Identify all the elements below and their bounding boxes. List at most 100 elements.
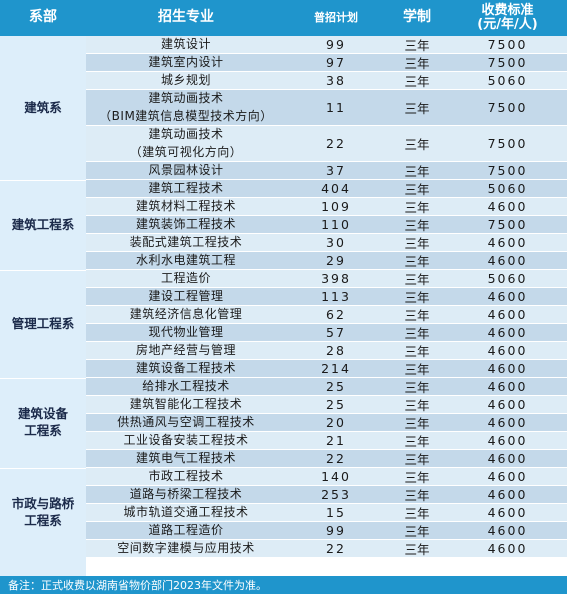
major-cell: 建筑电气工程技术 [86,450,286,467]
years-cell: 三年 [404,38,430,53]
major-cell: 装配式建筑工程技术 [86,234,286,251]
table-row: 建筑智能化工程技术 25 三年 4600 [86,396,567,414]
plan-cell: 109 [321,199,351,214]
fee-cell: 4600 [487,487,528,502]
plan-cell: 11 [326,100,346,115]
major-name-line: 建筑经济信息化管理 [129,306,243,321]
fee-cell: 5060 [487,271,528,286]
fee-cell: 5060 [487,181,528,196]
years-cell: 三年 [404,542,430,557]
years-cell: 三年 [404,290,430,305]
plan-cell: 62 [326,307,346,322]
fee-cell: 7500 [487,37,528,52]
major-cell: 工程造价 [86,270,286,287]
major-name-line: 建筑装饰工程技术 [135,216,236,231]
fee-cell: 4600 [487,307,528,322]
major-name-line: 建筑动画技术 [148,91,224,106]
years-cell: 三年 [404,488,430,503]
major-name-line: 供热通风与空调工程技术 [117,414,255,429]
major-name-line: 工业设备安装工程技术 [123,432,249,447]
plan-cell: 29 [326,253,346,268]
table-row: 建筑材料工程技术 109 三年 4600 [86,198,567,216]
department-name-line: 建筑工程系 [11,216,75,232]
major-name-line: 建筑设备工程技术 [135,360,236,375]
major-name-line: 建筑智能化工程技术 [129,396,243,411]
table-row: 建设工程管理 113 三年 4600 [86,288,567,306]
major-name-line: 建筑动画技术 [148,127,224,142]
department-divider [0,378,86,379]
plan-cell: 404 [321,181,351,196]
major-cell: 建筑设备工程技术 [86,360,286,377]
major-name-line: 空间数字建模与应用技术 [117,540,255,555]
department-name-line: 工程系 [24,513,62,528]
footer-note: 备注：正式收费以湖南省物价部门2023年文件为准。 [0,576,567,594]
major-name-line: 城市轨道交通工程技术 [123,504,249,519]
years-cell: 三年 [404,254,430,269]
department-name: 管理工程系 [0,270,86,378]
major-cell: 道路与桥梁工程技术 [86,486,286,503]
years-cell: 三年 [404,452,430,467]
department-name: 市政与路桥 工程系 [0,468,86,558]
major-name-line: 风景园林设计 [148,162,224,177]
major-name-line: （建筑可视化方向） [129,144,243,159]
table-row: 城市轨道交通工程技术 15 三年 4600 [86,504,567,522]
fee-cell: 4600 [487,523,528,538]
major-name-line: 工程造价 [160,270,211,285]
major-name-line: 城乡规划 [160,72,211,87]
department-column: 建筑系 建筑工程系 管理工程系 建筑设备 工程系 市政与路桥 工程系 [0,36,86,576]
years-cell: 三年 [404,434,430,449]
plan-cell: 28 [326,343,346,358]
header-fee-line2: (元/年/人) [477,17,538,32]
fee-cell: 4600 [487,451,528,466]
years-cell: 三年 [404,380,430,395]
table-row: 建筑室内设计 97 三年 7500 [86,54,567,72]
major-cell: 市政工程技术 [86,468,286,485]
major-name-line: 房地产经营与管理 [135,342,236,357]
table-row: 房地产经营与管理 28 三年 4600 [86,342,567,360]
department-divider [0,180,86,181]
table-row: 建筑经济信息化管理 62 三年 4600 [86,306,567,324]
years-cell: 三年 [404,470,430,485]
department-name-line: 建筑设备 [17,406,68,422]
plan-cell: 398 [321,271,351,286]
major-cell: 建设工程管理 [86,288,286,305]
fee-cell: 4600 [487,469,528,484]
department-name-line: 管理工程系 [11,315,75,331]
table-row: 风景园林设计 37 三年 7500 [86,162,567,180]
years-cell: 三年 [404,74,430,89]
major-cell: 建筑工程技术 [86,180,286,197]
department-name: 建筑设备 工程系 [0,378,86,468]
table-row: 城乡规划 38 三年 5060 [86,72,567,90]
plan-cell: 37 [326,163,346,178]
major-cell: 建筑设计 [86,36,286,53]
table-row: 建筑装饰工程技术 110 三年 7500 [86,216,567,234]
fee-cell: 4600 [487,343,528,358]
years-cell: 三年 [404,308,430,323]
major-cell: 工业设备安装工程技术 [86,432,286,449]
years-cell: 三年 [404,236,430,251]
major-cell: 供热通风与空调工程技术 [86,414,286,431]
fee-cell: 4600 [487,235,528,250]
major-cell: 建筑装饰工程技术 [86,216,286,233]
header-years: 学制 [403,9,431,26]
years-cell: 三年 [404,200,430,215]
major-cell: 水利水电建筑工程 [86,252,286,269]
fee-cell: 4600 [487,433,528,448]
major-rows: 建筑设计 99 三年 7500 建筑室内设计 97 三年 7500 城乡规划 38 三年 5060 建筑… [86,36,567,576]
table-row: 道路工程造价 99 三年 4600 [86,522,567,540]
department-divider [0,270,86,271]
table-row: 工程造价 398 三年 5060 [86,270,567,288]
plan-cell: 113 [321,289,351,304]
major-cell: 城乡规划 [86,72,286,89]
plan-cell: 214 [321,361,351,376]
fee-cell: 4600 [487,289,528,304]
table-row: 市政工程技术 140 三年 4600 [86,468,567,486]
header-plan: 普招计划 [314,10,358,24]
department-name-line: 市政与路桥 [11,496,75,512]
plan-cell: 25 [326,379,346,394]
years-cell: 三年 [404,416,430,431]
table-row: 现代物业管理 57 三年 4600 [86,324,567,342]
table-header: 系部 招生专业 普招计划 学制 收费标准 (元/年/人) [0,0,567,36]
major-cell: 空间数字建模与应用技术 [86,540,286,557]
